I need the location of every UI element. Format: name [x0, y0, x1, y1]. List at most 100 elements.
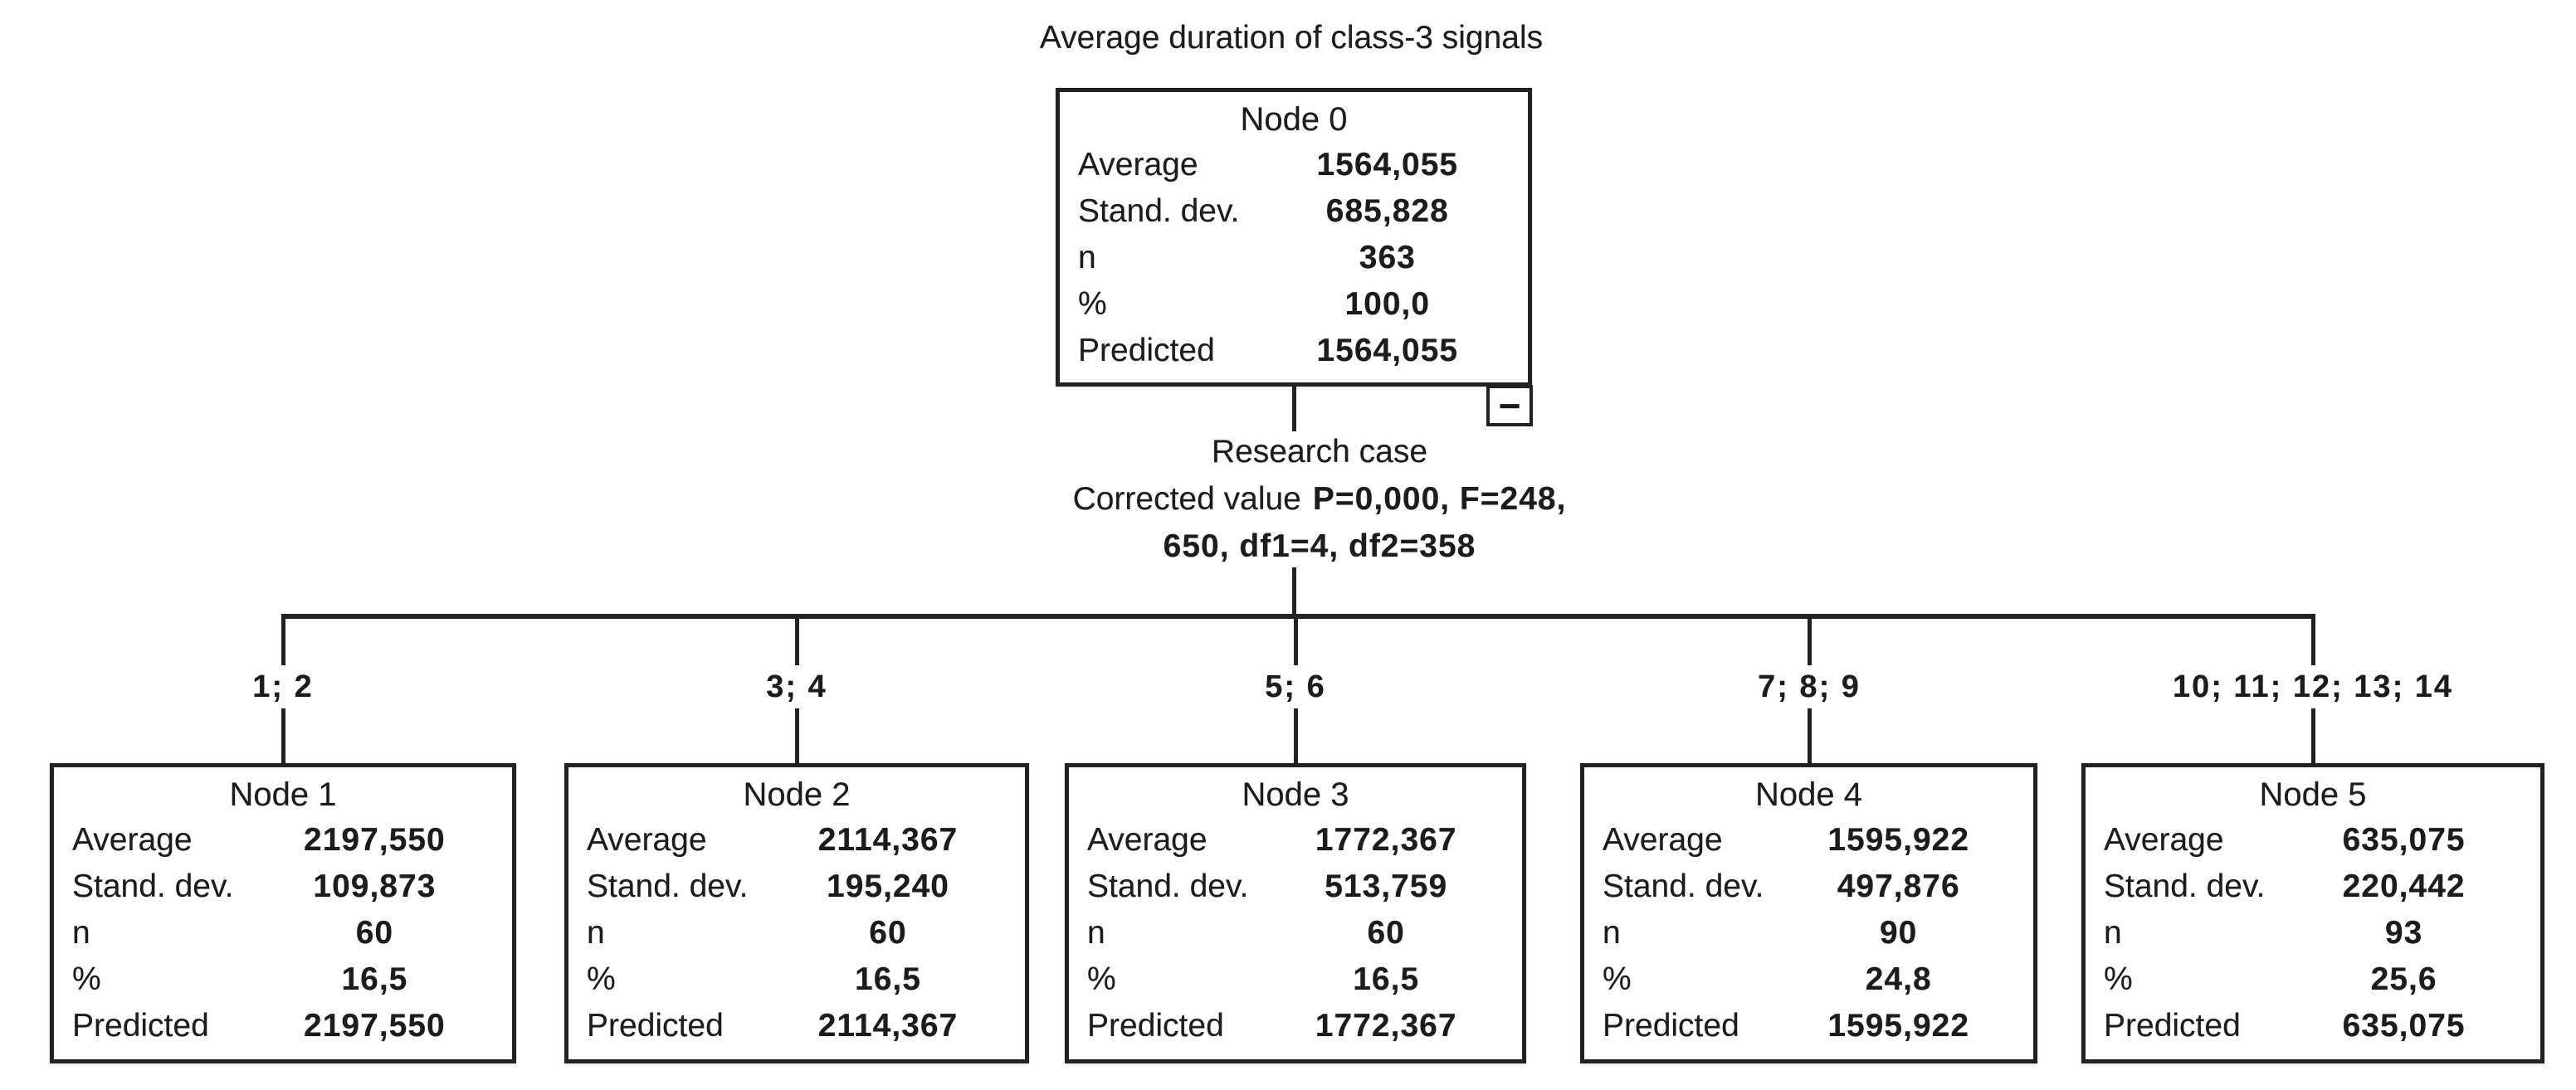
- stat-value: 1595,922: [1827, 1008, 1970, 1044]
- stat-value: 60: [355, 915, 394, 951]
- node-box-root[interactable]: Node 0 Average 1564,055 Stand. dev. 685,…: [1056, 88, 1532, 387]
- stat-value: 16,5: [341, 961, 408, 997]
- stat-label: n: [1087, 915, 1105, 951]
- stat-value: 60: [1367, 915, 1405, 951]
- stat-label: n: [1603, 915, 1621, 951]
- stat-row: n 60: [568, 910, 1025, 956]
- stat-label: n: [72, 915, 90, 951]
- collapse-node-button[interactable]: −: [1486, 385, 1533, 426]
- stat-row: Predicted 1772,367: [1069, 1003, 1522, 1049]
- stat-row: Average 2197,550: [54, 817, 512, 864]
- node-title: Node 5: [2259, 776, 2367, 813]
- stat-label: Average: [1078, 147, 1198, 182]
- branch-bus-line: [281, 614, 2315, 619]
- stat-label: Predicted: [1603, 1008, 1739, 1044]
- stat-value: 109,873: [313, 869, 437, 904]
- stat-value: 685,828: [1325, 193, 1449, 229]
- stat-value: 220,442: [2342, 869, 2466, 904]
- stat-value: 93: [2384, 915, 2423, 951]
- stat-row: Stand. dev. 497,876: [1584, 864, 2033, 910]
- node-box-2[interactable]: Node 2 Average 2114,367 Stand. dev. 195,…: [564, 763, 1029, 1063]
- node-box-3[interactable]: Node 3 Average 1772,367 Stand. dev. 513,…: [1065, 763, 1526, 1063]
- stat-label: Average: [2104, 822, 2224, 858]
- stat-row: Average 1564,055: [1060, 142, 1528, 188]
- node-title: Node 4: [1755, 776, 1862, 813]
- minus-icon: −: [1498, 384, 1521, 427]
- stat-row: % 16,5: [54, 956, 512, 1003]
- stat-row: % 16,5: [568, 956, 1025, 1003]
- stat-row: Predicted 1595,922: [1584, 1003, 2033, 1049]
- stat-label: Average: [1603, 822, 1723, 858]
- stat-label: Stand. dev.: [1087, 869, 1249, 904]
- branch-label-1: 1; 2: [242, 665, 324, 708]
- stat-value: 2114,367: [817, 1008, 959, 1044]
- stat-value: 16,5: [855, 961, 921, 997]
- split-info: Research case Corrected value P=0,000, F=…: [896, 428, 1743, 570]
- connector-split-to-bus: [1292, 567, 1296, 616]
- branch-label-3: 5; 6: [1255, 665, 1336, 708]
- stat-value: 1772,367: [1315, 822, 1457, 858]
- node-title: Node 1: [229, 776, 337, 813]
- stat-row: % 25,6: [2086, 956, 2540, 1003]
- stat-label: n: [1078, 240, 1096, 275]
- stat-label: %: [1603, 961, 1632, 997]
- stat-row: Stand. dev. 220,442: [2086, 864, 2540, 910]
- stat-label: Predicted: [1087, 1008, 1224, 1044]
- node-stats: Average 1595,922 Stand. dev. 497,876 n 9…: [1584, 817, 2033, 1049]
- node-stats: Average 1564,055 Stand. dev. 685,828 n 3…: [1060, 142, 1528, 374]
- stat-label: Stand. dev.: [587, 869, 749, 904]
- stat-label: Stand. dev.: [72, 869, 234, 904]
- split-stats-line-1: Corrected value P=0,000, F=248,: [896, 475, 1743, 523]
- stat-value: 635,075: [2342, 1008, 2466, 1044]
- split-stats: P=0,000, F=248,: [1312, 481, 1567, 517]
- stat-row: n 363: [1060, 235, 1528, 281]
- stat-value: 100,0: [1344, 286, 1431, 322]
- tree-title: Average duration of class-3 signals: [1039, 20, 1544, 56]
- stat-label: Average: [72, 822, 193, 858]
- stat-value: 1595,922: [1827, 822, 1970, 858]
- node-box-5[interactable]: Node 5 Average 635,075 Stand. dev. 220,4…: [2081, 763, 2544, 1063]
- stat-value: 363: [1359, 240, 1416, 275]
- stat-row: n 60: [1069, 910, 1522, 956]
- stat-label: Average: [587, 822, 707, 858]
- node-title: Node 0: [1240, 101, 1348, 138]
- stat-label: Predicted: [72, 1008, 209, 1044]
- stat-value: 2114,367: [817, 822, 959, 858]
- stat-value: 635,075: [2342, 822, 2466, 858]
- stat-row: n 93: [2086, 910, 2540, 956]
- stat-value: 2197,550: [304, 822, 446, 858]
- connector-root-to-split: [1292, 387, 1296, 431]
- stat-label: %: [1078, 286, 1107, 322]
- stat-row: Stand. dev. 685,828: [1060, 188, 1528, 235]
- stat-value: 1772,367: [1315, 1008, 1457, 1044]
- stat-row: Predicted 2197,550: [54, 1003, 512, 1049]
- stat-value: 2197,550: [304, 1008, 446, 1044]
- stat-value: 90: [1879, 915, 1918, 951]
- stat-label: Predicted: [2104, 1008, 2241, 1044]
- node-box-4[interactable]: Node 4 Average 1595,922 Stand. dev. 497,…: [1580, 763, 2037, 1063]
- stat-label: %: [2104, 961, 2133, 997]
- stat-label: %: [72, 961, 101, 997]
- branch-label-5: 10; 11; 12; 13; 14: [2162, 665, 2464, 708]
- stat-value: 513,759: [1325, 869, 1448, 904]
- stat-label: %: [1087, 961, 1116, 997]
- stat-row: Average 2114,367: [568, 817, 1025, 864]
- stat-label: Average: [1087, 822, 1208, 858]
- stat-row: Predicted 2114,367: [568, 1003, 1025, 1049]
- split-variable: Research case: [1211, 434, 1428, 470]
- node-stats: Average 1772,367 Stand. dev. 513,759 n 6…: [1069, 817, 1522, 1049]
- node-stats: Average 635,075 Stand. dev. 220,442 n 93…: [2086, 817, 2540, 1049]
- stat-value: 60: [869, 915, 907, 951]
- stat-row: % 16,5: [1069, 956, 1522, 1003]
- split-prefix: Corrected value: [1072, 481, 1301, 517]
- stat-row: Average 1595,922: [1584, 817, 2033, 864]
- stat-row: Stand. dev. 513,759: [1069, 864, 1522, 910]
- stat-label: Predicted: [587, 1008, 724, 1044]
- stat-value: 25,6: [2370, 961, 2437, 997]
- node-stats: Average 2197,550 Stand. dev. 109,873 n 6…: [54, 817, 512, 1049]
- node-box-1[interactable]: Node 1 Average 2197,550 Stand. dev. 109,…: [50, 763, 516, 1063]
- stat-row: % 100,0: [1060, 281, 1528, 328]
- stat-label: Predicted: [1078, 333, 1215, 368]
- stat-label: n: [2104, 915, 2122, 951]
